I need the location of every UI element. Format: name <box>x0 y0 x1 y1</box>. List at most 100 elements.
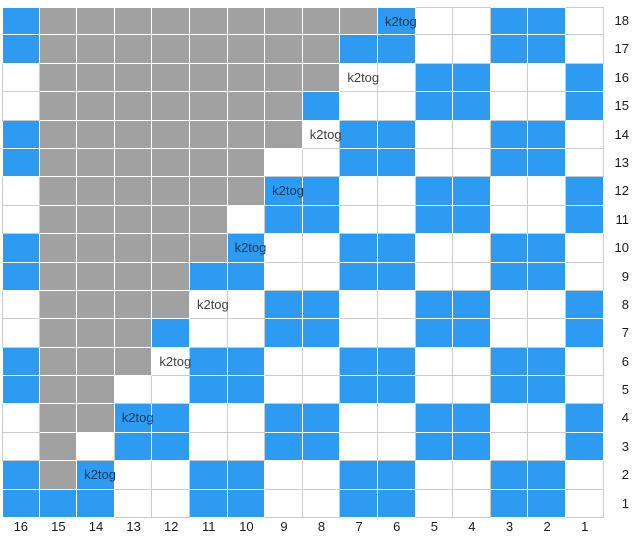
chart-cell[interactable] <box>302 148 341 178</box>
chart-cell[interactable] <box>2 376 40 405</box>
chart-cell[interactable] <box>377 205 416 235</box>
chart-cell[interactable] <box>565 319 604 348</box>
chart-cell[interactable] <box>453 489 491 519</box>
chart-cell[interactable] <box>453 234 491 263</box>
chart-cell[interactable] <box>565 205 604 235</box>
chart-cell[interactable] <box>528 262 566 291</box>
chart-cell[interactable] <box>377 347 416 377</box>
chart-cell[interactable] <box>114 205 153 235</box>
chart-cell[interactable] <box>114 177 153 206</box>
chart-cell[interactable] <box>189 7 228 36</box>
chart-cell[interactable] <box>302 177 341 206</box>
chart-cell[interactable] <box>39 404 78 433</box>
chart-cell[interactable] <box>152 92 190 121</box>
chart-cell[interactable] <box>453 177 491 206</box>
chart-cell[interactable] <box>77 205 115 235</box>
chart-cell[interactable] <box>77 234 115 263</box>
chart-cell[interactable] <box>189 262 228 291</box>
chart-cell[interactable] <box>302 7 341 36</box>
chart-cell[interactable] <box>453 319 491 348</box>
chart-cell-k2tog[interactable]: k2tog <box>189 290 229 320</box>
chart-cell[interactable] <box>415 489 454 519</box>
chart-cell[interactable] <box>2 234 40 263</box>
chart-cell[interactable] <box>415 290 454 320</box>
chart-cell[interactable] <box>415 234 454 263</box>
chart-cell[interactable] <box>528 461 566 490</box>
chart-cell[interactable] <box>490 92 529 121</box>
chart-cell[interactable] <box>265 489 303 519</box>
chart-cell[interactable] <box>189 35 228 64</box>
chart-cell[interactable] <box>415 461 454 490</box>
chart-cell[interactable] <box>415 63 454 93</box>
chart-cell[interactable] <box>528 35 566 64</box>
chart-cell[interactable] <box>453 63 491 93</box>
chart-cell[interactable] <box>265 234 303 263</box>
chart-cell[interactable] <box>302 290 341 320</box>
chart-cell[interactable] <box>340 177 378 206</box>
chart-cell[interactable] <box>189 120 228 149</box>
chart-cell[interactable] <box>39 148 78 178</box>
chart-cell[interactable] <box>415 177 454 206</box>
chart-cell[interactable] <box>565 432 604 462</box>
chart-cell[interactable] <box>189 461 228 490</box>
chart-cell[interactable] <box>189 148 228 178</box>
chart-cell[interactable] <box>377 290 416 320</box>
chart-cell[interactable] <box>265 461 303 490</box>
chart-cell[interactable] <box>227 92 266 121</box>
chart-cell[interactable] <box>302 319 341 348</box>
chart-cell[interactable] <box>302 63 341 93</box>
chart-cell[interactable] <box>2 7 40 36</box>
chart-cell[interactable] <box>565 290 604 320</box>
chart-cell[interactable] <box>302 262 341 291</box>
chart-cell[interactable] <box>39 461 78 490</box>
chart-cell[interactable] <box>490 63 529 93</box>
chart-cell[interactable] <box>565 63 604 93</box>
chart-cell[interactable] <box>152 262 190 291</box>
chart-cell[interactable] <box>77 347 115 377</box>
chart-cell[interactable] <box>377 404 416 433</box>
chart-cell[interactable] <box>340 432 378 462</box>
chart-cell[interactable] <box>377 262 416 291</box>
chart-cell[interactable] <box>39 234 78 263</box>
chart-cell[interactable] <box>528 290 566 320</box>
chart-cell[interactable] <box>340 120 378 149</box>
chart-cell[interactable] <box>565 461 604 490</box>
chart-cell[interactable] <box>265 404 303 433</box>
chart-cell[interactable] <box>340 35 378 64</box>
chart-cell[interactable] <box>114 7 153 36</box>
chart-cell[interactable] <box>39 205 78 235</box>
chart-cell[interactable] <box>377 35 416 64</box>
chart-cell[interactable] <box>377 177 416 206</box>
chart-cell[interactable] <box>114 376 153 405</box>
chart-cell[interactable] <box>227 290 266 320</box>
chart-cell[interactable] <box>152 319 190 348</box>
chart-cell[interactable] <box>453 7 491 36</box>
chart-cell[interactable] <box>39 35 78 64</box>
chart-cell[interactable] <box>490 148 529 178</box>
chart-cell[interactable] <box>2 63 40 93</box>
chart-cell[interactable] <box>77 290 115 320</box>
chart-cell[interactable] <box>490 120 529 149</box>
chart-cell[interactable] <box>265 376 303 405</box>
chart-cell[interactable] <box>340 319 378 348</box>
chart-cell-k2tog[interactable]: k2tog <box>265 177 304 206</box>
chart-cell[interactable] <box>39 319 78 348</box>
chart-cell[interactable] <box>227 432 266 462</box>
chart-cell[interactable] <box>189 63 228 93</box>
chart-cell[interactable] <box>528 376 566 405</box>
chart-cell-k2tog[interactable]: k2tog <box>377 7 417 36</box>
chart-cell[interactable] <box>189 347 228 377</box>
chart-cell[interactable] <box>39 120 78 149</box>
chart-cell[interactable] <box>39 290 78 320</box>
chart-cell[interactable] <box>453 461 491 490</box>
chart-cell[interactable] <box>152 404 190 433</box>
chart-cell[interactable] <box>77 489 115 519</box>
chart-cell[interactable] <box>415 347 454 377</box>
chart-cell[interactable] <box>565 7 604 36</box>
chart-cell[interactable] <box>152 120 190 149</box>
chart-cell[interactable] <box>265 290 303 320</box>
chart-cell[interactable] <box>189 234 228 263</box>
chart-cell[interactable] <box>415 205 454 235</box>
chart-cell[interactable] <box>415 148 454 178</box>
chart-cell[interactable] <box>415 404 454 433</box>
